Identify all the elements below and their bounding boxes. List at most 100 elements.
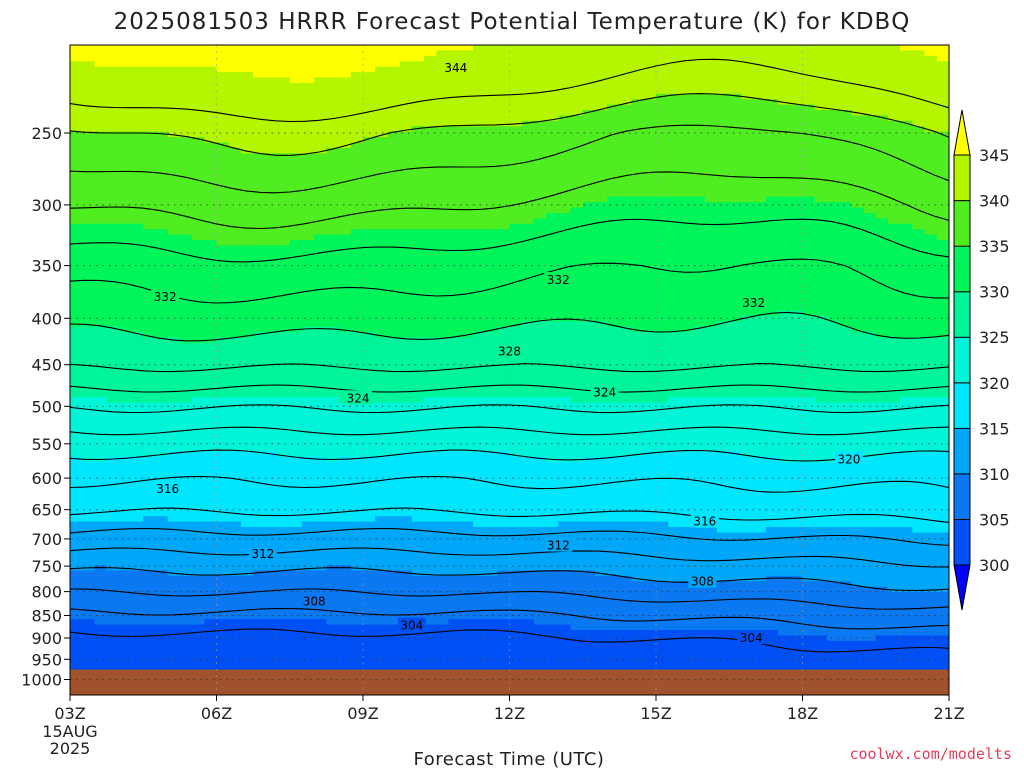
colorbar-tick-label: 300 <box>979 556 1010 575</box>
colorbar-tick-label: 330 <box>979 283 1010 302</box>
y-tick-label: 300 <box>31 196 62 215</box>
y-tick-label: 900 <box>31 629 62 648</box>
contour-336 <box>70 171 949 230</box>
contour-label-324: 324 <box>590 384 619 400</box>
contour-label-316: 316 <box>690 513 719 529</box>
y-tick-label: 550 <box>31 435 62 454</box>
colorbar-bin-300 <box>953 518 971 566</box>
contour-label-text: 324 <box>347 391 370 405</box>
contour-label-328: 328 <box>495 343 524 358</box>
contour-label-text: 332 <box>154 290 177 304</box>
colorbar-tick-label: 310 <box>979 465 1010 484</box>
contour-316 <box>70 507 949 523</box>
x-tick-label: 18Z <box>787 704 818 723</box>
y-tick-label: 950 <box>31 650 62 669</box>
contour-label-312: 312 <box>544 537 573 553</box>
contour-label-316: 316 <box>153 481 182 496</box>
contour-label-text: 332 <box>742 296 765 310</box>
colorbar-tick-label: 305 <box>979 510 1010 529</box>
x-tick-label: 09Z <box>347 704 378 723</box>
contour-lines <box>70 58 949 653</box>
contour-label-344: 344 <box>441 60 470 75</box>
contour-326 <box>70 384 949 393</box>
contour-320 <box>70 449 949 462</box>
x-tick-label: 21Z <box>933 704 964 723</box>
contour-label-320: 320 <box>834 451 863 466</box>
contour-label-text: 304 <box>400 619 423 633</box>
colorbar-extend-low <box>953 564 971 611</box>
colorbar-extend-high <box>953 109 971 156</box>
colorbar-bin-315 <box>953 382 971 429</box>
colorbar-bin-330 <box>953 245 971 293</box>
contour-334 <box>70 218 949 263</box>
y-tick-label: 450 <box>31 356 62 375</box>
contour-label-text: 308 <box>691 575 714 589</box>
x-date-label: 2025 <box>50 739 91 758</box>
chart-title: 2025081503 HRRR Forecast Potential Tempe… <box>114 9 911 35</box>
contour-label-text: 312 <box>547 539 570 553</box>
colorbar-bin-340 <box>953 154 971 202</box>
contour-labels: 344 332 332 332 328 324 324 320 316 316 312 312 308 3… <box>151 60 863 645</box>
y-tick-label: 1000 <box>21 671 62 690</box>
x-tick-label: 03Z <box>54 704 85 723</box>
contour-label-text: 344 <box>444 61 467 75</box>
x-tick-label: 12Z <box>494 704 525 723</box>
contour-label-text: 320 <box>837 452 860 466</box>
x-tick-label: 15Z <box>640 704 671 723</box>
colorbar-tick-label: 340 <box>979 192 1010 211</box>
contour-label-332: 332 <box>151 289 180 304</box>
contour-label-308: 308 <box>300 593 329 608</box>
contour-label-text: 332 <box>547 273 570 287</box>
colorbar-tick-label: 345 <box>979 146 1010 165</box>
contour-308 <box>70 588 949 610</box>
y-tick-label: 800 <box>31 583 62 602</box>
contour-label-332: 332 <box>544 272 573 287</box>
contour-label-324: 324 <box>344 390 373 405</box>
contour-306 <box>70 607 949 630</box>
y-tick-label: 850 <box>31 607 62 626</box>
plot-area: 344 332 332 332 328 324 324 320 316 316 312 312 308 3… <box>70 45 949 695</box>
y-tick-label: 500 <box>31 397 62 416</box>
colorbar-bin-320 <box>953 336 971 384</box>
contour-322 <box>70 426 949 436</box>
contour-label-304: 304 <box>397 617 426 633</box>
y-tick-label: 750 <box>31 557 62 576</box>
contour-324 <box>70 404 949 414</box>
contour-314 <box>70 527 949 546</box>
colorbar: 300 305 310 315 320 325 330 335 340 345 <box>953 109 1010 611</box>
contour-label-304: 304 <box>737 630 766 645</box>
contour-label-text: 308 <box>303 594 326 608</box>
contour-label-text: 304 <box>740 631 763 645</box>
y-tick-label: 400 <box>31 309 62 328</box>
colorbar-tick-label: 320 <box>979 374 1010 393</box>
contour-312 <box>70 547 949 568</box>
contour-310 <box>70 567 949 591</box>
contour-label-text: 328 <box>498 344 521 358</box>
y-tick-label: 350 <box>31 257 62 276</box>
contour-328 <box>70 363 949 373</box>
contour-label-308: 308 <box>688 573 717 589</box>
contour-label-312: 312 <box>248 545 277 561</box>
contour-label-text: 324 <box>593 386 616 400</box>
colorbar-bin-335 <box>953 200 971 247</box>
colorbar-tick-label: 325 <box>979 328 1010 347</box>
colorbar-tick-label: 335 <box>979 237 1010 256</box>
contour-332 <box>70 258 949 304</box>
x-axis-label: Forecast Time (UTC) <box>414 749 605 768</box>
contour-338 <box>70 124 949 194</box>
y-tick-label: 600 <box>31 469 62 488</box>
contour-label-text: 312 <box>251 547 274 561</box>
contour-label-332: 332 <box>739 295 768 310</box>
colorbar-tick-label: 315 <box>979 419 1010 438</box>
colorbar-bin-305 <box>953 473 971 520</box>
colorbar-bin-325 <box>953 291 971 338</box>
y-tick-label: 700 <box>31 530 62 549</box>
contour-330 <box>70 311 949 342</box>
contour-304 <box>70 628 949 653</box>
y-tick-label: 250 <box>31 124 62 143</box>
contour-label-text: 316 <box>693 515 716 529</box>
contour-318 <box>70 475 949 493</box>
credit-text: coolwx.com/modelts <box>849 745 1012 763</box>
